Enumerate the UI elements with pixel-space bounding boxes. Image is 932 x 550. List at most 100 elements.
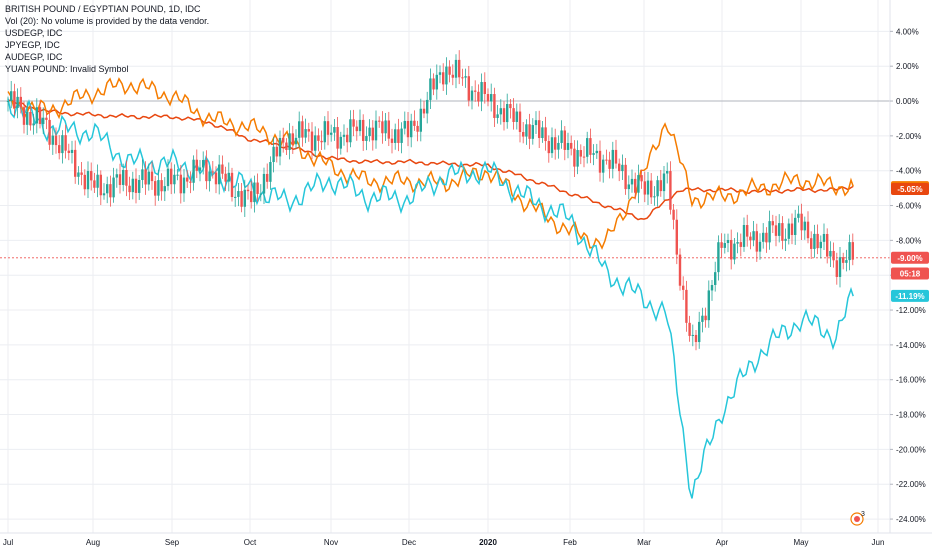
- candle-body: [464, 76, 467, 78]
- candle-body: [96, 174, 99, 188]
- candle-body: [749, 236, 752, 241]
- time-axis[interactable]: Jul Aug Sep Oct Nov Dec 2020 Feb Mar Apr May Jun: [3, 538, 885, 547]
- candle-body: [195, 159, 198, 171]
- candle-body: [634, 178, 637, 193]
- candle-body: [330, 132, 333, 135]
- candle-body: [45, 117, 48, 120]
- candle-body: [182, 177, 186, 194]
- candle-body: [797, 213, 800, 218]
- candle-body: [42, 117, 45, 125]
- candle-body: [560, 130, 563, 143]
- candle-body: [333, 127, 336, 133]
- candle-body: [122, 169, 125, 185]
- candle-body: [794, 217, 797, 235]
- candle-body: [358, 119, 362, 132]
- candle-body: [22, 107, 26, 125]
- candle-body: [787, 223, 790, 239]
- candle-body: [838, 257, 842, 277]
- legend-audegp[interactable]: AUDEGP, IDC: [5, 52, 63, 62]
- candle-body: [214, 172, 218, 185]
- candle-body: [640, 175, 643, 182]
- candle-body: [675, 219, 678, 255]
- candle-body: [272, 146, 275, 163]
- candle-body: [656, 180, 659, 197]
- candle-body: [566, 142, 570, 150]
- candle-body: [458, 59, 461, 78]
- candle-body: [774, 225, 778, 236]
- candle-body: [346, 134, 349, 143]
- candle-body: [445, 66, 448, 85]
- candle-body: [822, 233, 826, 242]
- candle-body: [157, 180, 160, 196]
- candle-body: [653, 196, 656, 198]
- legend-title[interactable]: BRITISH POUND / EGYPTIAN POUND, 1D, IDC: [5, 4, 201, 14]
- candle-body: [550, 137, 554, 154]
- price-tag-box: [891, 182, 929, 195]
- price-tag-box: [891, 251, 929, 264]
- candle-body: [694, 334, 698, 343]
- candle-body: [461, 77, 464, 79]
- candle-body: [691, 334, 694, 336]
- legend-yuan[interactable]: YUAN POUND: Invalid Symbol: [5, 64, 129, 74]
- candle-body: [467, 76, 470, 101]
- candle-body: [758, 241, 762, 252]
- candle-body: [499, 108, 502, 115]
- candle-body: [160, 180, 163, 192]
- legend-usdegp[interactable]: USDEGP, IDC: [5, 28, 63, 38]
- price-axis[interactable]: 4.00% 2.00% 0.00% -2.00% -4.00% -6.00% -8.00% -…: [890, 27, 926, 524]
- candle-body: [429, 78, 432, 100]
- candle-body: [579, 150, 582, 157]
- candle-body: [54, 135, 58, 146]
- price-tag-label: -11.19%: [895, 292, 924, 301]
- series-line-usdegp: [7, 99, 854, 221]
- candle-body: [374, 120, 378, 141]
- candle-body: [826, 233, 829, 257]
- y-tick-label: 0.00%: [896, 97, 919, 106]
- candle-body: [512, 108, 515, 122]
- candle-body: [173, 174, 176, 185]
- candle-body: [669, 171, 672, 210]
- candle-body: [518, 111, 522, 132]
- candle-body: [186, 177, 189, 182]
- candle-body: [134, 178, 138, 193]
- candle-body: [685, 289, 688, 323]
- candle-body: [480, 82, 483, 102]
- y-tick-label: -20.00%: [896, 445, 926, 454]
- price-tag-label: -5.05%: [897, 185, 922, 194]
- candle-body: [682, 285, 685, 290]
- candle-body: [768, 221, 771, 243]
- candle-body: [259, 193, 262, 195]
- candle-body: [61, 135, 64, 154]
- candle-body: [227, 172, 230, 182]
- candle-body: [253, 182, 256, 203]
- candle-body: [493, 94, 496, 118]
- candle-body: [486, 94, 490, 102]
- candle-body: [755, 231, 758, 252]
- candle-body: [278, 137, 282, 157]
- candle-body: [365, 136, 368, 141]
- candle-body: [58, 145, 61, 154]
- candle-body: [93, 180, 96, 188]
- candle-body: [406, 120, 410, 138]
- candle-body: [368, 127, 371, 137]
- candle-body: [710, 284, 714, 291]
- candle-body: [739, 242, 742, 247]
- candle-body: [6, 101, 10, 103]
- candle-body: [570, 142, 573, 149]
- x-tick-label: Mar: [637, 538, 651, 547]
- candle-body: [166, 168, 170, 187]
- candle-body: [742, 225, 746, 247]
- candles: [6, 50, 854, 351]
- candle-body: [422, 108, 426, 114]
- candle-body: [86, 171, 90, 190]
- legend-jpyegp[interactable]: JPYEGP, IDC: [5, 40, 60, 50]
- legend: BRITISH POUND / EGYPTIAN POUND, 1D, IDC …: [5, 3, 209, 75]
- candle-body: [115, 174, 118, 178]
- candle-body: [35, 107, 38, 124]
- candle-body: [813, 233, 816, 249]
- price-tag-label: 05:18: [900, 269, 921, 278]
- candle-body: [67, 150, 70, 153]
- legend-volume[interactable]: Vol (20): No volume is provided by the d…: [5, 16, 210, 26]
- tradingview-alert-icon[interactable]: 3: [850, 511, 865, 526]
